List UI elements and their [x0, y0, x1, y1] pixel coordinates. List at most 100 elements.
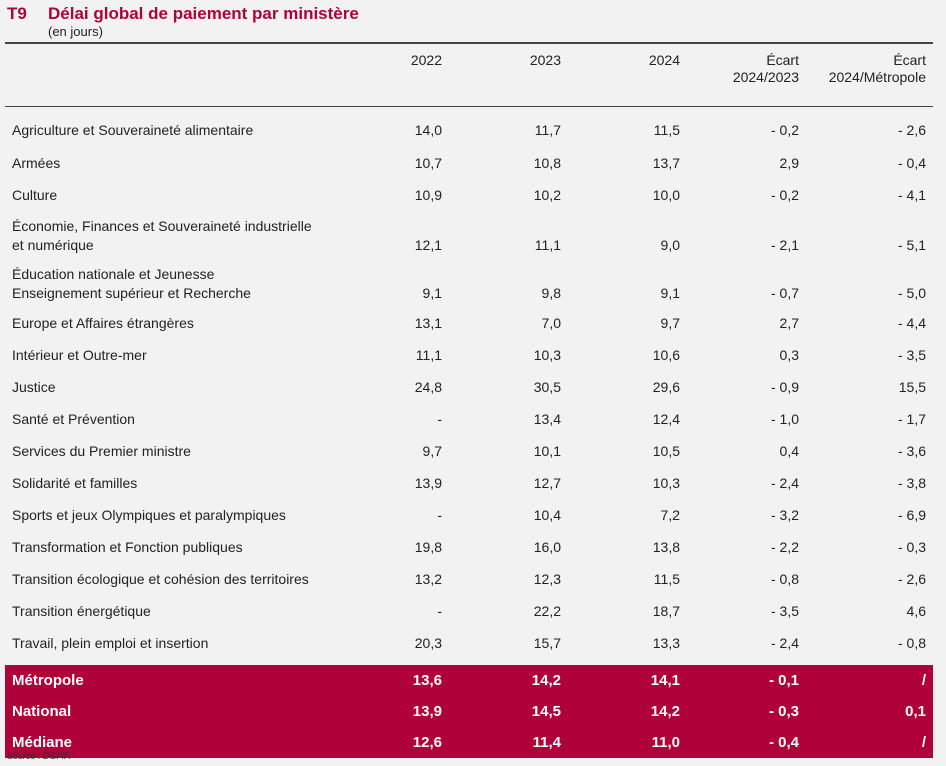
- table-row: Économie, Finances et Souveraineté indus…: [5, 211, 933, 259]
- row-value: 2,7: [779, 314, 799, 331]
- row-value: 29,6: [652, 378, 680, 395]
- row-value: - 2,4: [770, 634, 799, 651]
- table-title: T9 Délai global de paiement par ministère: [7, 4, 359, 24]
- total-value: 12,6: [330, 727, 449, 758]
- table-row: Services du Premier ministre 9,7 10,1 10,5 0…: [5, 435, 933, 467]
- table-header: 2022 2023 2024 Écart 2024/2023 Écart 2024/Mé…: [5, 44, 933, 107]
- row-value: 15,5: [898, 378, 926, 395]
- table-row: Europe et Affaires étrangères 13,1 7,0 9,7 2…: [5, 307, 933, 339]
- table-row: Armées 10,7 10,8 13,7 2,9 - 0,4: [5, 147, 933, 179]
- row-label: Sports et jeux Olympiques et paralympiqu…: [12, 506, 286, 523]
- row-value: - 0,9: [770, 378, 799, 395]
- row-value: - 2,1: [770, 237, 799, 253]
- total-value: 13,6: [330, 659, 449, 696]
- total-label: Médiane: [5, 727, 330, 758]
- total-value: 14,1: [568, 659, 687, 696]
- row-value: 10,4: [533, 506, 561, 523]
- row-value: 10,3: [533, 346, 561, 363]
- row-value: - 4,4: [897, 314, 926, 331]
- row-value: 22,2: [533, 602, 561, 619]
- row-label: Agriculture et Souveraineté alimentaire: [12, 121, 254, 138]
- table-row: Justice 24,8 30,5 29,6 - 0,9 15,5: [5, 371, 933, 403]
- row-value: 10,7: [414, 154, 442, 171]
- payment-delay-table: 2022 2023 2024 Écart 2024/2023 Écart 2024/Mé…: [5, 44, 933, 758]
- row-value: - 0,3: [897, 538, 926, 555]
- row-value: 13,9: [414, 474, 442, 491]
- header-row: 2022 2023 2024 Écart 2024/2023 Écart 2024/Mé…: [5, 44, 933, 107]
- row-value: - 0,2: [770, 186, 799, 203]
- row-value: - 2,4: [770, 474, 799, 491]
- row-label: Justice: [12, 378, 56, 395]
- row-value: -: [437, 506, 442, 523]
- table-row: Travail, plein emploi et insertion 20,3 15…: [5, 627, 933, 662]
- row-label: Santé et Prévention: [12, 410, 135, 427]
- row-value: 9,0: [660, 237, 680, 253]
- header-cell: Écart 2024/Métropole: [806, 44, 933, 107]
- row-value: 11,1: [534, 237, 561, 253]
- row-value: 0,3: [779, 346, 799, 363]
- total-value: 0,1: [806, 696, 933, 727]
- row-value: 10,9: [414, 186, 442, 203]
- row-label: Travail, plein emploi et insertion: [12, 634, 209, 651]
- header-cell-label: [5, 44, 330, 107]
- row-value: 15,7: [533, 634, 561, 651]
- row-value: - 3,5: [770, 602, 799, 619]
- total-row: National 13,9 14,5 14,2- 0,3 0,1: [5, 696, 933, 727]
- row-value: 9,1: [422, 285, 442, 301]
- source-note: Source : DGFiP.: [7, 751, 72, 761]
- header-cell: Écart 2024/2023: [687, 44, 806, 107]
- row-label: Europe et Affaires étrangères: [12, 314, 194, 331]
- row-value: 16,0: [533, 538, 561, 555]
- row-value: -: [437, 410, 442, 427]
- table-row: Solidarité et familles 13,9 12,7 10,3 - 2,4 -…: [5, 467, 933, 499]
- table-title-text: Délai global de paiement par ministère: [48, 4, 359, 23]
- row-value: 9,7: [660, 314, 680, 331]
- top-rule: [5, 42, 933, 44]
- table-body: Agriculture et Souveraineté alimentaire 1…: [5, 107, 933, 663]
- row-value: - 5,0: [897, 285, 926, 301]
- row-value: 9,7: [422, 442, 442, 459]
- total-value: 11,0: [568, 727, 687, 758]
- row-value: 20,3: [414, 634, 442, 651]
- row-value: 2,9: [779, 154, 799, 171]
- table-row: Éducation nationale et Jeunesse Enseigne…: [5, 259, 933, 307]
- table-unit: (en jours): [48, 24, 103, 39]
- row-value: 12,4: [652, 410, 680, 427]
- total-row: Métropole 13,6 14,2 14,1- 0,1/: [5, 659, 933, 696]
- table-row: Culture 10,9 10,2 10,0 - 0,2 - 4,1: [5, 179, 933, 211]
- table-row: Agriculture et Souveraineté alimentaire 1…: [5, 107, 933, 148]
- row-value: 13,4: [533, 410, 561, 427]
- title-block: T9 Délai global de paiement par ministère…: [7, 4, 359, 39]
- total-value: - 0,4: [687, 727, 806, 758]
- row-label: Services du Premier ministre: [12, 442, 191, 459]
- table-row: Intérieur et Outre-mer 11,1 10,3 10,6 0,3 - 3…: [5, 339, 933, 371]
- row-value: 10,2: [533, 186, 561, 203]
- row-value: 10,8: [533, 154, 561, 171]
- row-label: Éducation nationale et Jeunesse Enseigne…: [12, 266, 251, 301]
- row-value: - 4,1: [897, 186, 926, 203]
- row-value: - 3,5: [897, 346, 926, 363]
- row-value: 11,7: [534, 121, 561, 138]
- row-value: 13,2: [414, 570, 442, 587]
- row-value: 10,6: [652, 346, 680, 363]
- row-value: 7,0: [541, 314, 561, 331]
- row-value: 12,7: [533, 474, 561, 491]
- row-value: - 2,6: [897, 570, 926, 587]
- total-label: Métropole: [5, 659, 330, 696]
- total-value: - 0,1: [687, 659, 806, 696]
- row-label: Économie, Finances et Souveraineté indus…: [12, 218, 312, 253]
- row-value: 18,7: [652, 602, 680, 619]
- row-label: Intérieur et Outre-mer: [12, 346, 147, 363]
- row-value: - 1,0: [770, 410, 799, 427]
- row-label: Solidarité et familles: [12, 474, 138, 491]
- total-value: 13,9: [330, 696, 449, 727]
- row-value: - 5,1: [897, 237, 926, 253]
- table-row: Transformation et Fonction publiques 19,8…: [5, 531, 933, 563]
- row-label: Transition écologique et cohésion des te…: [12, 570, 309, 587]
- row-value: -: [437, 602, 442, 619]
- total-value: 14,2: [568, 696, 687, 727]
- row-value: - 3,8: [897, 474, 926, 491]
- row-value: 12,1: [414, 237, 442, 253]
- total-value: 14,5: [449, 696, 568, 727]
- row-label: Armées: [12, 154, 61, 171]
